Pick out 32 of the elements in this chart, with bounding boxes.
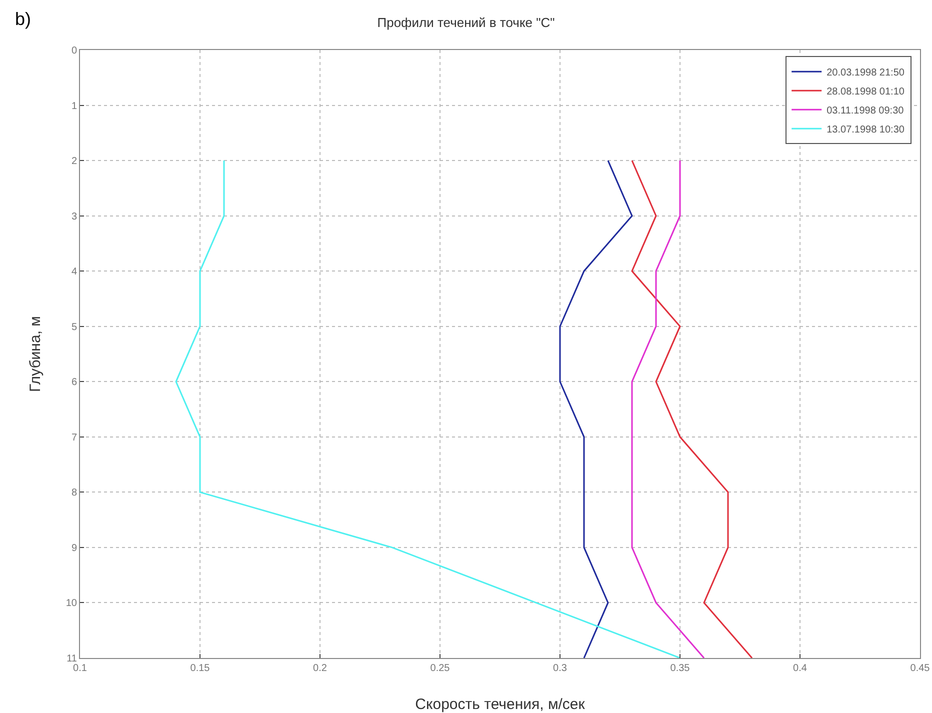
x-tick-label: 0.15: [190, 663, 210, 674]
line-series: [631, 160, 705, 658]
legend-label: 20.03.1998 21:50: [826, 67, 905, 78]
x-axis-title: Скорость течения, м/сек: [415, 696, 586, 713]
y-tick-label: 2: [71, 156, 78, 168]
y-tick-label: 10: [66, 598, 78, 610]
y-tick-label: 6: [71, 377, 78, 388]
legend-label: 28.08.1998 01:10: [826, 86, 905, 98]
x-tick-label: 0.25: [430, 663, 450, 674]
y-tick-label: 7: [71, 432, 78, 444]
text: b): [15, 9, 32, 29]
y-tick-label: 3: [71, 211, 78, 222]
y-tick-label: 1: [71, 100, 78, 112]
y-tick-label: 11: [66, 654, 78, 664]
line-series: [631, 160, 753, 658]
y-tick-label: 0: [71, 46, 78, 56]
legend-label: 03.11.1998 09:30: [826, 105, 904, 116]
y-tick-label: 4: [71, 266, 78, 278]
x-tick-label: 0.45: [910, 663, 930, 674]
y-tick-label: 5: [71, 322, 78, 333]
y-tick-label: 9: [71, 542, 78, 554]
x-tick-label: 0.3: [553, 663, 568, 674]
line-series: [175, 160, 681, 658]
x-tick-label: 0.2: [313, 663, 328, 674]
x-tick-label: 0.1: [73, 663, 88, 674]
y-axis-title: Глубина, м: [27, 316, 44, 392]
y-tick-label: 8: [71, 488, 78, 499]
chart-title: Профили течений в точке "C": [377, 14, 556, 30]
x-tick-label: 0.4: [793, 663, 808, 674]
x-tick-label: 0.35: [670, 663, 690, 674]
line-series: [559, 160, 633, 658]
legend-label: 13.07.1998 10:30: [826, 124, 905, 136]
